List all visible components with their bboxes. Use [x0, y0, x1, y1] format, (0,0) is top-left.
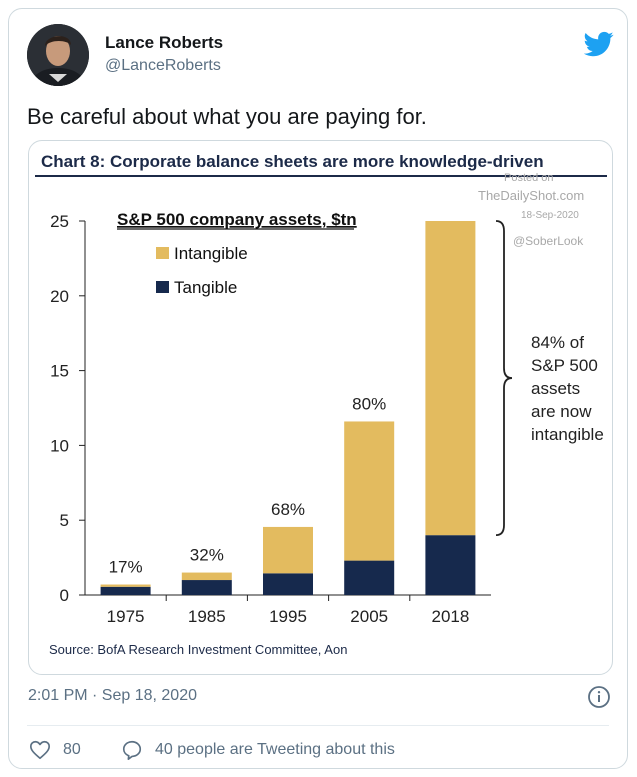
comment-icon [122, 740, 142, 760]
info-icon[interactable] [587, 685, 611, 709]
legend-label-intangible: Intangible [174, 244, 248, 263]
tweeting-text: 40 people are Tweeting about this [155, 741, 395, 758]
legend-swatch-tangible [156, 281, 169, 293]
bar-tangible [425, 535, 476, 595]
bar-label: 80% [352, 394, 386, 413]
tweet-timestamp[interactable]: 2:01 PM · Sep 18, 2020 [28, 687, 197, 704]
stacked-bar-chart: 0 5 10 15 20 25 17% 1975 32% 1985 68% 1995 80% 2005 20… [49, 172, 604, 657]
bar-tangible [344, 560, 395, 595]
avatar[interactable] [27, 24, 89, 86]
chart-title: Chart 8: Corporate balance sheets are mo… [41, 152, 544, 171]
watermark-handle: @SoberLook [513, 234, 584, 248]
annotation-text: S&P 500 [531, 356, 598, 375]
bar-tangible [181, 580, 232, 595]
annotation-text: intangible [531, 425, 604, 444]
like-button[interactable]: 80 [29, 736, 81, 764]
bar-label: 17% [109, 558, 143, 577]
y-tick-label: 10 [50, 436, 69, 455]
author-name[interactable]: Lance Roberts [105, 33, 224, 52]
tweet-card: Lance Roberts @LanceRoberts Be careful a… [8, 8, 628, 769]
bar-tangible [100, 586, 151, 595]
annotation-brace [495, 220, 513, 537]
chart-subtitle: S&P 500 company assets, $tn [117, 210, 357, 229]
bar-label: 68% [271, 500, 305, 519]
bar-intangible [263, 526, 313, 574]
divider [27, 725, 609, 726]
y-tick-label: 0 [60, 586, 69, 605]
twitter-bird-icon[interactable] [584, 29, 614, 59]
bar-intangible [181, 572, 232, 581]
x-tick-label: 1995 [269, 607, 307, 626]
annotation-text: assets [531, 379, 580, 398]
tweeting-about-link[interactable]: 40 people are Tweeting about this [121, 736, 395, 764]
watermark-posted: Posted on [504, 172, 554, 184]
legend-label-tangible: Tangible [174, 278, 237, 297]
y-tick-label: 25 [50, 212, 69, 231]
chart-source: Source: BofA Research Investment Committ… [49, 642, 347, 657]
bar-intangible [344, 421, 395, 561]
tweet-media-chart[interactable]: Chart 8: Corporate balance sheets are mo… [28, 140, 613, 675]
chart-title-rule [35, 175, 607, 177]
bar-label: 32% [190, 546, 224, 565]
x-tick-label: 1985 [188, 607, 226, 626]
bar-intangible [425, 221, 476, 536]
x-tick-label: 2018 [431, 607, 469, 626]
bar-intangible [100, 584, 151, 587]
x-tick-label: 1975 [107, 607, 145, 626]
annotation-text: 84% of [531, 333, 584, 352]
y-tick-label: 5 [60, 511, 69, 530]
legend-swatch-intangible [156, 247, 169, 259]
watermark-date: 18-Sep-2020 [521, 210, 579, 221]
x-tick-label: 2005 [350, 607, 388, 626]
watermark-site: TheDailyShot.com [478, 188, 584, 203]
y-tick-label: 15 [50, 362, 69, 381]
author-handle[interactable]: @LanceRoberts [105, 57, 221, 74]
tweet-text: Be careful about what you are paying for… [27, 104, 427, 129]
y-tick-label: 20 [50, 287, 69, 306]
bar-tangible [263, 573, 313, 595]
like-count: 80 [63, 741, 81, 758]
avatar-photo [27, 24, 89, 86]
annotation-text: are now [531, 402, 592, 421]
heart-icon [30, 740, 50, 760]
